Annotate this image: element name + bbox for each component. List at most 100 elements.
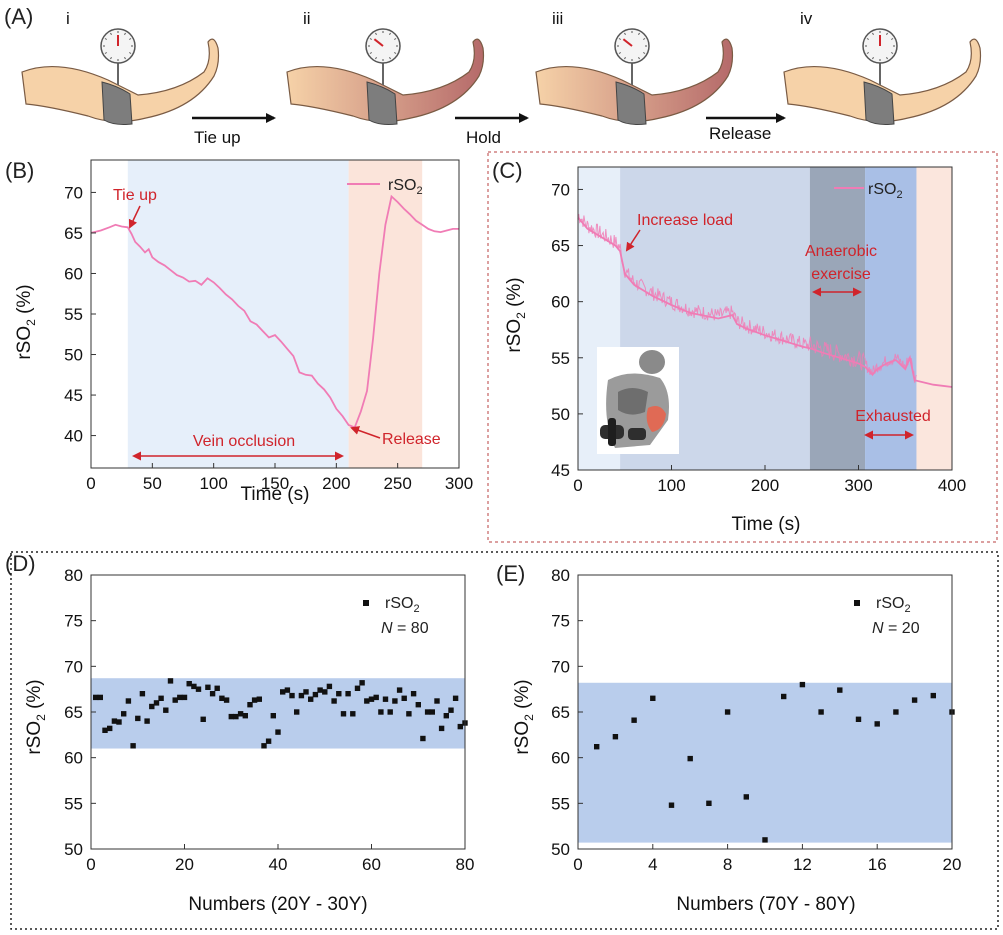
chart-b-annot-tie-up: Tie up	[113, 187, 157, 204]
chart-d-point	[429, 709, 435, 715]
chart-b-xtick-label: 50	[143, 474, 162, 493]
chart-d-point	[97, 694, 103, 701]
cuff-shape	[366, 81, 398, 125]
chart-d-point	[233, 713, 239, 720]
chart-c-ytick-label: 55	[551, 349, 570, 368]
chart-d-point	[420, 735, 426, 742]
chart-d-point	[130, 743, 136, 749]
chart-e-point	[781, 693, 787, 700]
chart-c-annot-load-arrow	[625, 229, 641, 252]
chart-c-region-5	[916, 167, 952, 470]
chart-d-point	[237, 711, 244, 717]
chart-d-point	[209, 691, 216, 697]
gauge-tick	[618, 38, 621, 40]
chart-e-xtick-label: 8	[723, 855, 732, 874]
chart-c-series-noise	[577, 213, 917, 383]
gauge-tick	[638, 57, 640, 60]
chart-e-xlabel: Numbers (70Y - 80Y)	[676, 894, 855, 915]
chart-d-point	[256, 696, 262, 702]
gauge-needle	[622, 38, 633, 47]
chart-e-ytick-label: 75	[551, 612, 570, 631]
chart-e-n-label: N = 20	[872, 620, 920, 637]
chart-c-xtick-label: 300	[844, 476, 872, 495]
step-arrow-hold: Hold	[455, 113, 529, 147]
panel-e-letter: (E)	[496, 561, 525, 586]
step-arrow-tie-up: Tie up	[192, 113, 276, 147]
chart-b-ytick-label: 70	[64, 183, 83, 202]
chart-d-range-band	[91, 678, 465, 749]
chart-d-point	[354, 685, 361, 691]
panel-c-frame	[487, 151, 998, 543]
chart-c-annot-anaerobic-1: Anaerobic	[805, 243, 877, 260]
chart-e-ytick-label: 60	[551, 749, 570, 768]
chart-b-annot-release: Release	[382, 431, 441, 448]
step-label-release: Release	[709, 124, 771, 143]
chart-e-point	[668, 802, 675, 808]
chart-e-ytick-label: 55	[551, 794, 570, 813]
chart-d-point	[340, 711, 347, 717]
arm-figure-4: iv	[783, 9, 982, 125]
chart-d-point	[350, 711, 356, 717]
chart-d-point	[93, 694, 99, 701]
chart-e-xtick-label: 0	[573, 855, 582, 874]
panel-b-letter: (B)	[5, 158, 34, 183]
chart-e-xtick-label: 4	[648, 855, 657, 874]
chart-e-ytick-label: 80	[551, 566, 570, 585]
chart-d-point	[284, 687, 291, 693]
gauge-tick	[369, 52, 372, 54]
chart-d-point	[438, 725, 445, 732]
chart-e-point	[855, 716, 862, 722]
gauge-tick	[110, 57, 112, 60]
chart-b-xtick-label: 0	[86, 474, 95, 493]
panel-c: (C) 0 100 200 300 400 45 50 55 60 65 70 rSO2 Increas…	[487, 151, 998, 543]
chart-b-ytick-label: 50	[64, 346, 83, 365]
chart-e-point	[762, 837, 768, 843]
chart-d-ytick-label: 55	[64, 794, 83, 813]
chart-d-point	[406, 711, 412, 717]
chart-c-xtick-label: 200	[751, 476, 779, 495]
chart-d-point	[392, 698, 398, 704]
chart-d-ytick-label: 80	[64, 566, 83, 585]
chart-d-point	[261, 743, 267, 749]
chart-e-xtick-label: 20	[943, 855, 962, 874]
chart-d-point	[396, 687, 403, 693]
gauge-tick	[389, 32, 391, 35]
chart-d-point	[345, 691, 351, 697]
cuff-shape	[615, 81, 647, 125]
arm-figure-1: i	[21, 9, 220, 125]
step-label-tie-up: Tie up	[194, 128, 241, 147]
chart-d-ytick-label: 75	[64, 612, 83, 631]
chart-b-ytick-label: 45	[64, 386, 83, 405]
chart-d-point	[191, 683, 197, 690]
chart-d-point	[135, 715, 141, 722]
chart-d-point	[401, 695, 407, 701]
chart-d-point	[121, 711, 127, 717]
chart-d-ytick-label: 60	[64, 749, 83, 768]
chart-e-point	[687, 755, 693, 762]
chart-d-point	[195, 686, 202, 692]
chart-e: 0 4 8 12 16 20 50 55 60 65 70 75 80 rSO2 N = 20	[551, 566, 961, 874]
chart-d-point	[326, 683, 333, 690]
chart-d-point	[242, 713, 248, 719]
chart-d-point	[289, 692, 295, 699]
chart-c-ytick-label: 70	[551, 180, 570, 199]
chart-d-point	[434, 698, 440, 704]
chart-d-point	[270, 713, 276, 719]
chart-d-point	[312, 691, 319, 698]
gauge-tick	[369, 38, 372, 40]
step-label-hold: Hold	[466, 128, 501, 147]
panel-c-letter: (C)	[492, 158, 523, 183]
chart-c-xtick-label: 400	[938, 476, 966, 495]
chart-d-xtick-label: 60	[362, 855, 381, 874]
chart-b-xtick-label: 200	[322, 474, 350, 493]
gauge-tick	[124, 32, 126, 35]
chart-c-ytick-label: 50	[551, 405, 570, 424]
chart-d-point	[205, 684, 211, 690]
chart-d-point	[228, 713, 234, 720]
chart-d-point	[303, 689, 309, 695]
chart-d-point	[387, 709, 393, 715]
chart-d-point	[443, 713, 449, 719]
chart-c: 0 100 200 300 400 45 50 55 60 65 70 rSO2 Increase lo…	[551, 166, 966, 495]
